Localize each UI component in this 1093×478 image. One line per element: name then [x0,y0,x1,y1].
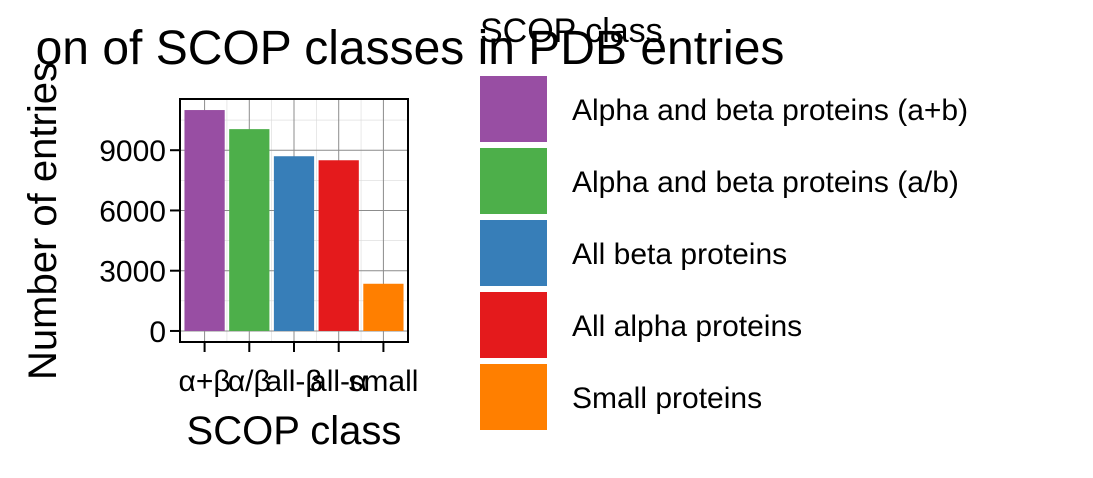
x-tick-label: all-β [265,365,322,398]
bar-0 [184,110,225,331]
legend-title: SCOP class [480,12,663,50]
bar-1 [229,129,270,331]
y-tick-label: 6000 [99,195,166,228]
legend-label-1: Alpha and beta proteins (a/b) [572,166,959,199]
legend-label-0: Alpha and beta proteins (a+b) [572,94,968,127]
bar-2 [273,156,315,331]
legend-key-4 [480,364,547,430]
legend-key-0 [480,76,547,142]
x-axis-title: SCOP class [187,409,402,453]
y-tick-label: 3000 [99,256,166,289]
y-tick-label: 9000 [99,135,166,168]
bar-3 [318,160,359,331]
y-tick-label: 0 [149,316,166,349]
x-tick-label: α/β [228,365,271,398]
legend-key-2 [480,220,547,286]
legend-label-3: All alpha proteins [572,310,802,343]
chart-title: on of SCOP classes in PDB entries [36,22,785,75]
x-tick-label: small [348,365,418,398]
bar-4 [363,283,404,331]
legend-label-2: All beta proteins [572,238,787,271]
y-axis-title: Number of entries [21,62,65,380]
x-tick-label: all-α [310,365,367,398]
bars [184,110,404,331]
x-tick-label: α+β [179,365,231,398]
legend-label-4: Small proteins [572,382,762,415]
legend-key-1 [480,148,547,214]
legend-key-3 [480,292,547,358]
legend: Alpha and beta proteins (a+b) Alpha and b… [480,76,968,430]
